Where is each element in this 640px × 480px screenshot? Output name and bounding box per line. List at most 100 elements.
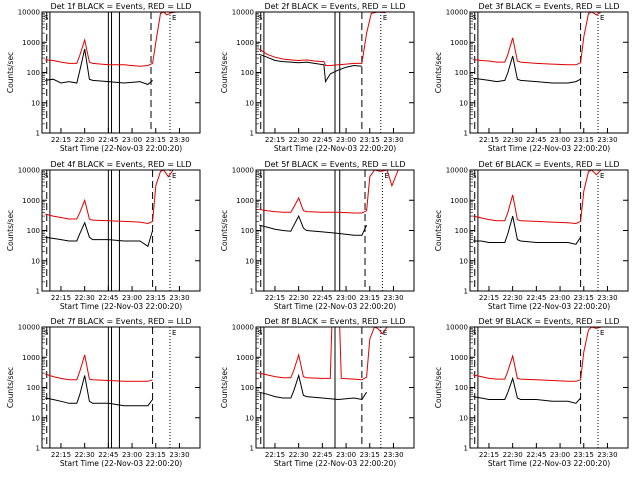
chart-panel-5: Det 5f BLACK = Events, RED = LLD 1 10 100 10… (220, 160, 415, 311)
events-series-line (473, 215, 582, 245)
x-tick-label: 23:00 (336, 294, 356, 302)
x-tick-label: 22:45 (98, 451, 118, 459)
y-tick-label: 10000 (446, 324, 468, 332)
y-tick-label: 10000 (232, 324, 254, 332)
y-axis-label: Counts/sec (220, 210, 229, 251)
chart-panel-3: Det 3f BLACK = Events, RED = LLD 1 10 100 10… (434, 2, 629, 153)
chart-title: Det 4f BLACK = Events, RED = LLD (50, 160, 191, 169)
y-tick-label: 10000 (232, 167, 254, 175)
chart-title: Det 8f BLACK = Events, RED = LLD (264, 317, 405, 326)
x-tick-label: 22:45 (526, 294, 546, 302)
end-marker-label: E (383, 329, 387, 337)
events-series-line (259, 53, 362, 84)
lld-series-line (45, 354, 153, 382)
chart-title: Det 1f BLACK = Events, RED = LLD (50, 2, 191, 11)
x-tick-label: 23:30 (597, 294, 617, 302)
y-tick-label: 100 (455, 69, 468, 77)
y-tick-label: 1 (250, 445, 254, 453)
start-marker-label: S (258, 14, 263, 22)
end-marker-label: E (600, 172, 604, 180)
y-tick-label: 1000 (22, 197, 40, 205)
chart-panel-1: Det 1f BLACK = Events, RED = LLD 1 10 100 10… (6, 2, 201, 153)
chart-title: Det 2f BLACK = Events, RED = LLD (264, 2, 405, 11)
x-axis-label: Start Time (22-Nov-03 22:00:20) (274, 144, 396, 153)
x-tick-label: 23:30 (169, 294, 189, 302)
chart-title: Det 9f BLACK = Events, RED = LLD (478, 317, 619, 326)
y-tick-label: 10 (459, 257, 468, 265)
x-tick-label: 23:00 (336, 136, 356, 144)
x-tick-label: 22:45 (312, 136, 332, 144)
y-tick-label: 1000 (22, 354, 40, 362)
chart-panel-7: Det 7f BLACK = Events, RED = LLD 1 10 100 10… (6, 317, 201, 468)
x-axis-label: Start Time (22-Nov-03 22:00:20) (488, 144, 610, 153)
y-tick-label: 1 (250, 288, 254, 296)
y-tick-label: 10000 (446, 9, 468, 17)
y-tick-label: 1000 (22, 39, 40, 47)
y-tick-label: 10 (245, 257, 254, 265)
y-tick-label: 1000 (236, 197, 254, 205)
y-tick-label: 1 (250, 130, 254, 138)
x-tick-label: 22:15 (51, 136, 71, 144)
y-tick-label: 10 (31, 99, 40, 107)
chart-panel-2: Det 2f BLACK = Events, RED = LLD 1 10 100 10… (220, 2, 415, 153)
y-tick-label: 100 (455, 384, 468, 392)
x-axis-label: Start Time (22-Nov-03 22:00:20) (274, 459, 396, 468)
start-marker-label: S (472, 14, 477, 22)
y-tick-label: 1000 (236, 39, 254, 47)
x-tick-label: 23:00 (550, 451, 570, 459)
x-tick-label: 23:00 (122, 451, 142, 459)
x-tick-label: 22:30 (289, 294, 309, 302)
lld-series-line (45, 169, 174, 225)
x-tick-label: 22:45 (312, 294, 332, 302)
x-axis-label: Start Time (22-Nov-03 22:00:20) (60, 144, 182, 153)
end-marker-label: E (172, 14, 176, 22)
x-tick-label: 22:30 (75, 451, 95, 459)
events-series-line (259, 373, 368, 401)
x-tick-label: 23:30 (383, 294, 403, 302)
y-tick-label: 10 (31, 257, 40, 265)
y-tick-label: 100 (27, 69, 40, 77)
x-tick-label: 23:30 (383, 136, 403, 144)
start-marker-label: S (44, 329, 49, 337)
x-tick-label: 22:15 (265, 451, 285, 459)
x-tick-label: 23:00 (550, 294, 570, 302)
x-tick-label: 22:30 (503, 136, 523, 144)
x-tick-label: 23:15 (146, 136, 166, 144)
events-series-line (473, 376, 581, 404)
lld-series-line (259, 326, 388, 381)
y-tick-label: 1000 (450, 354, 468, 362)
x-tick-label: 23:30 (597, 136, 617, 144)
x-axis-label: Start Time (22-Nov-03 22:00:20) (274, 302, 396, 311)
end-marker-label: E (172, 329, 176, 337)
x-tick-label: 22:15 (265, 294, 285, 302)
x-tick-label: 22:15 (479, 451, 499, 459)
y-tick-label: 10000 (18, 9, 40, 17)
x-tick-label: 23:30 (383, 451, 403, 459)
y-tick-label: 10000 (18, 324, 40, 332)
chart-panel-6: Det 6f BLACK = Events, RED = LLD 1 10 100 10… (434, 160, 629, 311)
y-tick-label: 100 (241, 227, 254, 235)
x-tick-label: 23:15 (574, 294, 594, 302)
y-tick-label: 100 (241, 384, 254, 392)
x-tick-label: 22:15 (265, 136, 285, 144)
x-tick-label: 23:15 (360, 136, 380, 144)
events-series-line (45, 221, 154, 248)
chart-panel-9: Det 9f BLACK = Events, RED = LLD 1 10 100 10… (434, 317, 629, 468)
x-tick-label: 23:15 (360, 294, 380, 302)
y-tick-label: 1000 (236, 354, 254, 362)
end-marker-label: E (384, 172, 388, 180)
x-tick-label: 22:45 (98, 294, 118, 302)
x-tick-label: 22:45 (526, 136, 546, 144)
lld-series-line (473, 11, 602, 66)
y-tick-label: 1 (36, 130, 40, 138)
chart-title: Det 6f BLACK = Events, RED = LLD (478, 160, 619, 169)
start-marker-label: S (258, 172, 263, 180)
chart-panel-8: Det 8f BLACK = Events, RED = LLD 1 10 100 10… (220, 317, 415, 468)
y-tick-label: 1 (464, 445, 468, 453)
x-tick-label: 23:15 (360, 451, 380, 459)
x-tick-label: 22:15 (479, 136, 499, 144)
y-tick-label: 1000 (450, 197, 468, 205)
x-tick-label: 23:15 (574, 451, 594, 459)
x-tick-label: 23:00 (550, 136, 570, 144)
